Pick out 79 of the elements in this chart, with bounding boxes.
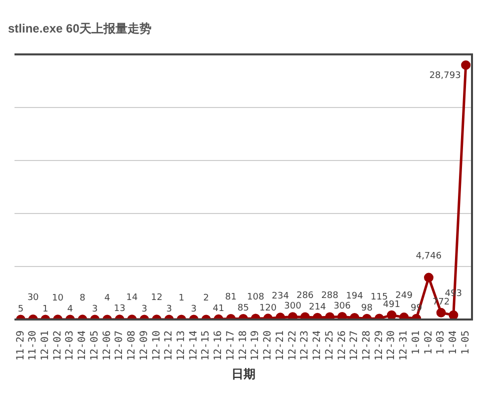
x-tick-label: 12-09 (138, 330, 150, 361)
x-tick-label: 12-29 (374, 330, 385, 361)
x-tick-label: 12-25 (324, 330, 336, 361)
data-label: 249 (395, 291, 413, 302)
data-label: 4 (104, 293, 110, 304)
data-label: 3 (92, 304, 98, 314)
data-label: 214 (308, 302, 326, 312)
chart-title: stline.exe 60天上报量走势 (8, 22, 152, 36)
x-tick-label: 12-14 (188, 330, 200, 361)
point (276, 312, 286, 320)
x-tick-label: 1-03 (436, 330, 447, 355)
x-tick-label: 12-16 (213, 330, 224, 361)
x-tick-label: 12-03 (64, 330, 76, 361)
x-tick-label: 12-02 (52, 330, 64, 361)
x-tick-label: 12-31 (398, 330, 410, 361)
x-tick-label: 12-17 (225, 330, 236, 361)
x-tick-label: 12-10 (151, 330, 162, 361)
data-label: 120 (259, 303, 277, 314)
x-tick-label: 12-01 (40, 330, 52, 361)
data-label: 300 (284, 302, 302, 312)
x-tick-label: 12-08 (126, 330, 138, 361)
data-label: 3 (141, 304, 148, 314)
data-label: 5 (18, 304, 24, 314)
data-label: 85 (238, 304, 249, 314)
data-label: 194 (346, 292, 364, 302)
data-label: 8 (80, 293, 86, 304)
x-tick-label: 12-18 (238, 330, 249, 361)
data-label: 41 (212, 304, 224, 314)
data-label: 306 (334, 302, 352, 312)
point (288, 312, 298, 320)
x-tick-label: 12-24 (312, 330, 324, 361)
x-tick-label: 12-15 (200, 330, 212, 361)
x-tick-label: 12-26 (336, 330, 348, 361)
data-label: 30 (27, 293, 40, 304)
data-label: 12 (150, 293, 162, 304)
data-label: 13 (114, 304, 126, 314)
data-label: 4,746 (416, 251, 442, 262)
x-tick-label: 12-28 (361, 330, 372, 361)
data-label: 108 (247, 292, 264, 302)
data-label: 491 (383, 300, 400, 310)
data-label: 81 (225, 292, 237, 303)
x-tick-label: 1-02 (423, 330, 434, 355)
x-tick-label: 12-20 (262, 330, 274, 361)
x-tick-label: 12-07 (114, 330, 126, 361)
data-label: 10 (52, 293, 64, 304)
data-label: 3 (190, 304, 197, 314)
x-tick-label: 12-06 (102, 330, 113, 361)
x-tick-label: 12-30 (386, 330, 398, 361)
data-label: 98 (361, 303, 373, 314)
x-tick-label: 12-04 (77, 330, 88, 361)
point (399, 312, 409, 320)
x-tick-label: 11-30 (28, 330, 39, 361)
x-tick-label: 12-23 (300, 330, 311, 361)
data-label: 3 (166, 304, 172, 314)
data-label: 2 (203, 293, 210, 304)
data-label: 234 (272, 291, 290, 302)
x-tick-label: 12-27 (349, 330, 360, 361)
point (325, 312, 335, 320)
data-label: 286 (296, 290, 314, 301)
x-tick-label: 12-19 (250, 330, 262, 361)
x-tick-label: 12-13 (176, 330, 188, 361)
point (337, 312, 347, 320)
x-tick-label: 1-04 (448, 330, 460, 355)
data-label: 14 (126, 293, 138, 304)
x-tick-label: 12-05 (89, 330, 100, 361)
data-label: 4 (67, 304, 74, 314)
x-tick-label: 12-22 (287, 330, 298, 361)
x-tick-label: 12-21 (274, 330, 286, 361)
point (461, 60, 471, 70)
data-label: 1 (42, 304, 48, 314)
data-label: 28,793 (429, 70, 461, 81)
x-tick-label: 11-29 (15, 330, 26, 361)
point (300, 312, 310, 320)
x-tick-label: 12-12 (164, 330, 175, 361)
data-label: 288 (321, 290, 339, 301)
x-tick-label: 1-01 (410, 330, 422, 355)
x-axis-title: 日期 (231, 367, 256, 382)
x-tick-label: 1-05 (460, 330, 472, 355)
data-label: 1 (178, 293, 184, 304)
